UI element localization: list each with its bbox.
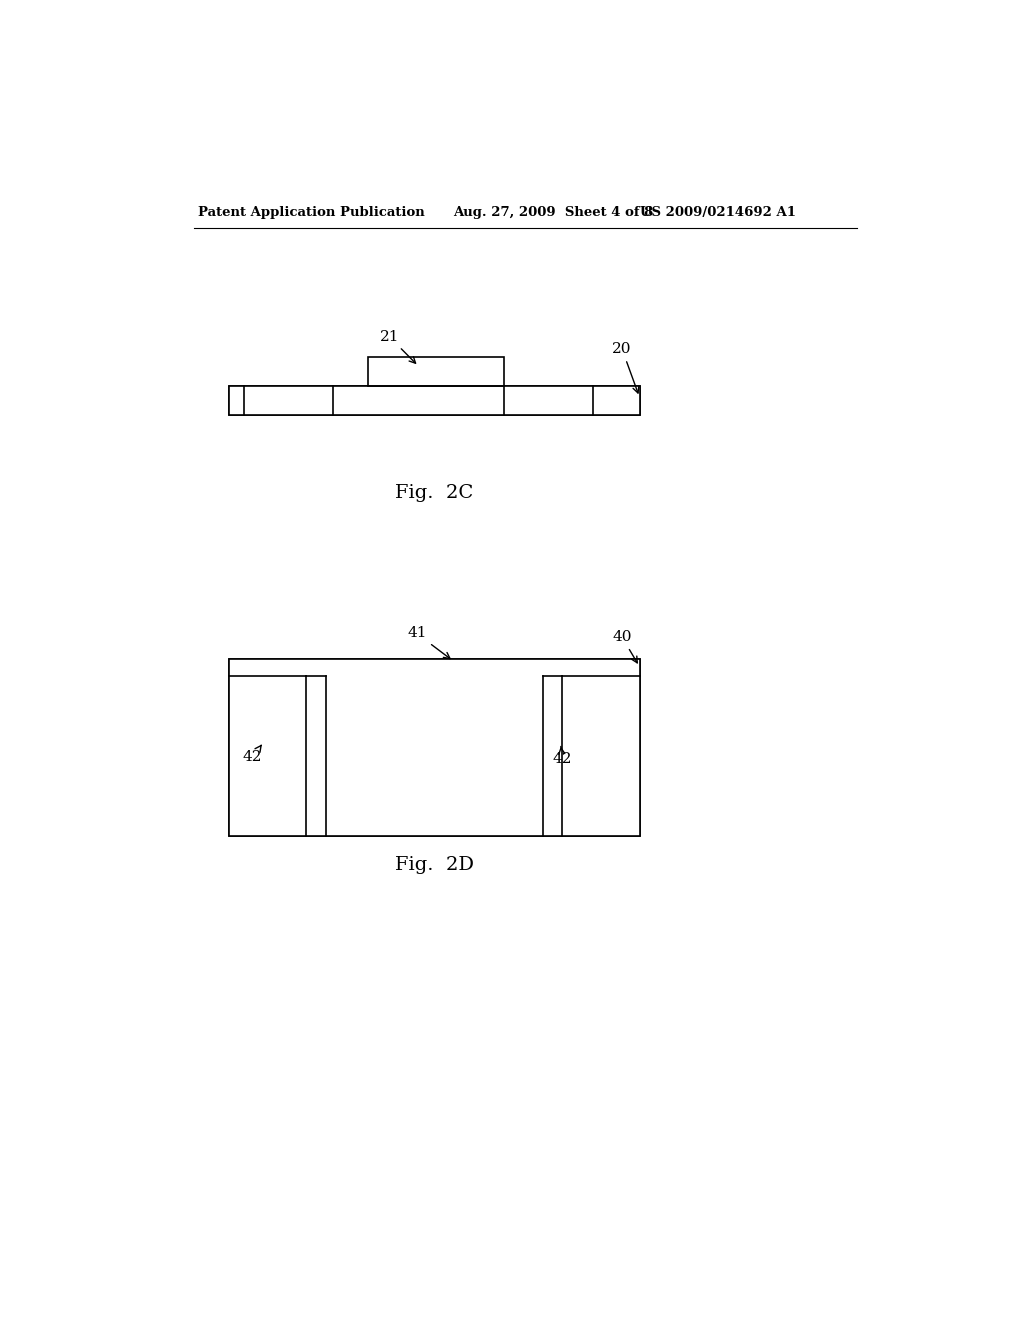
Bar <box>326 676 543 836</box>
Text: Patent Application Publication: Patent Application Publication <box>198 206 425 219</box>
Bar <box>228 385 640 414</box>
Bar <box>593 385 640 414</box>
Bar <box>369 358 504 385</box>
Bar <box>582 385 593 414</box>
Bar <box>504 385 582 414</box>
Text: Fig.  2D: Fig. 2D <box>394 857 474 874</box>
Bar <box>228 659 640 836</box>
Text: US 2009/0214692 A1: US 2009/0214692 A1 <box>640 206 796 219</box>
Bar <box>228 659 640 836</box>
Bar <box>228 676 306 836</box>
Bar <box>306 676 326 836</box>
Bar <box>345 385 369 414</box>
Text: 42: 42 <box>243 746 262 764</box>
Bar <box>228 659 640 676</box>
Bar <box>248 385 334 414</box>
Text: 20: 20 <box>612 342 639 393</box>
Text: 21: 21 <box>380 330 416 363</box>
Text: Fig.  2C: Fig. 2C <box>395 484 473 503</box>
Bar <box>228 385 245 414</box>
Text: 42: 42 <box>553 747 572 766</box>
Bar <box>369 385 504 414</box>
Bar <box>228 385 640 414</box>
Text: 41: 41 <box>407 627 450 659</box>
Bar <box>562 676 640 836</box>
Bar <box>543 676 562 836</box>
Text: Aug. 27, 2009  Sheet 4 of 8: Aug. 27, 2009 Sheet 4 of 8 <box>454 206 653 219</box>
Bar <box>369 358 504 385</box>
Bar <box>245 385 248 414</box>
Bar <box>334 385 345 414</box>
Text: 40: 40 <box>612 631 637 663</box>
